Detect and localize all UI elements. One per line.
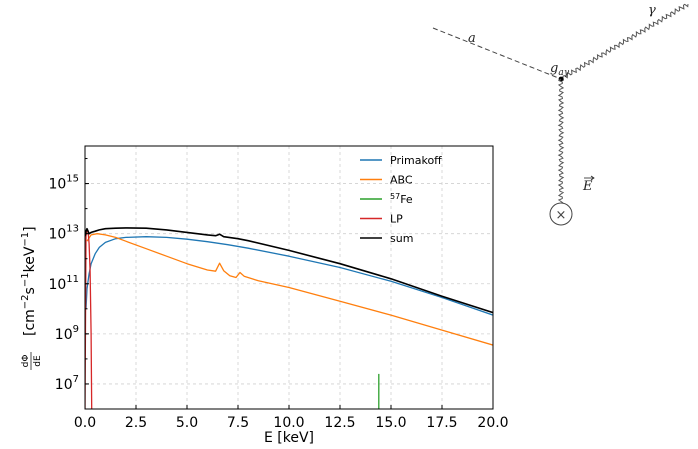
series-primakoff-line — [85, 236, 493, 316]
field-arrow-head — [590, 175, 595, 181]
field-label: E — [582, 175, 595, 194]
chart: 0.0 2.5 5.0 7.5 10.0 12.5 15.0 17.5 20.0 1071091… — [20, 145, 509, 446]
y-label-exp: −1 — [20, 232, 31, 247]
y-label-part: ] — [22, 226, 38, 231]
x-tick-label: 12.5 — [324, 415, 355, 431]
y-label-exp: −2 — [20, 294, 31, 309]
coupling-sub: aγ — [558, 68, 569, 78]
source-symbol: × — [556, 208, 567, 223]
coupling-base: g — [550, 61, 558, 76]
series-layer — [85, 227, 493, 409]
y-tick-label: 1011 — [48, 274, 79, 293]
y-tick-label: 1015 — [48, 174, 79, 193]
y-tick-label: 107 — [55, 374, 79, 393]
photon-label: γ — [648, 3, 656, 18]
y-ticks: 107 109 1011 1013 1015 — [48, 158, 89, 410]
x-tick-label: 2.5 — [125, 415, 147, 431]
x-tick-label: 7.5 — [227, 415, 249, 431]
y-tick-label: 1013 — [48, 224, 79, 243]
y-label-frac-num: dΦ — [21, 355, 31, 368]
y-label-part: s — [22, 287, 38, 294]
grid — [84, 146, 494, 409]
legend-label: ABC — [390, 174, 413, 187]
series-abc-line — [86, 233, 493, 346]
x-tick-label: 17.5 — [426, 415, 457, 431]
y-label-part: [cm — [22, 309, 38, 336]
legend-label: LP — [390, 213, 403, 226]
legend: Primakoff ABC 57Fe LP sum — [360, 154, 442, 245]
x-ticks: 0.0 2.5 5.0 7.5 10.0 12.5 15.0 17.5 20.0 — [74, 405, 509, 431]
legend-label: sum — [390, 232, 413, 245]
x-tick-label: 5.0 — [176, 415, 198, 431]
series-lp-line — [85, 229, 93, 409]
y-axis-label-text: [cm−2s−1keV−1] — [20, 226, 38, 336]
field-label-text: E — [582, 179, 593, 194]
legend-label: Primakoff — [390, 154, 442, 167]
field-photon-line — [557, 78, 565, 204]
y-axis-label: [cm−2s−1keV−1] dΦ dE — [20, 226, 43, 370]
y-label-frac-den: dE — [33, 355, 43, 367]
legend-label: 57Fe — [390, 192, 413, 206]
photon-line — [560, 3, 689, 81]
source-circle — [549, 202, 573, 226]
axion-line — [432, 27, 562, 80]
y-label-exp: −1 — [20, 272, 31, 287]
x-tick-label: 20.0 — [477, 415, 508, 431]
coupling-label: gaγ — [550, 61, 570, 78]
x-tick-label: 0.0 — [74, 415, 96, 431]
x-tick-label: 15.0 — [375, 415, 406, 431]
series-sum-line — [85, 227, 493, 314]
feynman-diagram: a γ gaγ E × — [432, 3, 689, 226]
x-axis-label: E [keV] — [264, 430, 314, 446]
y-tick-label: 109 — [55, 324, 79, 343]
x-tick-label: 10.0 — [273, 415, 304, 431]
y-label-part: keV — [22, 246, 38, 272]
axion-label: a — [468, 31, 476, 46]
